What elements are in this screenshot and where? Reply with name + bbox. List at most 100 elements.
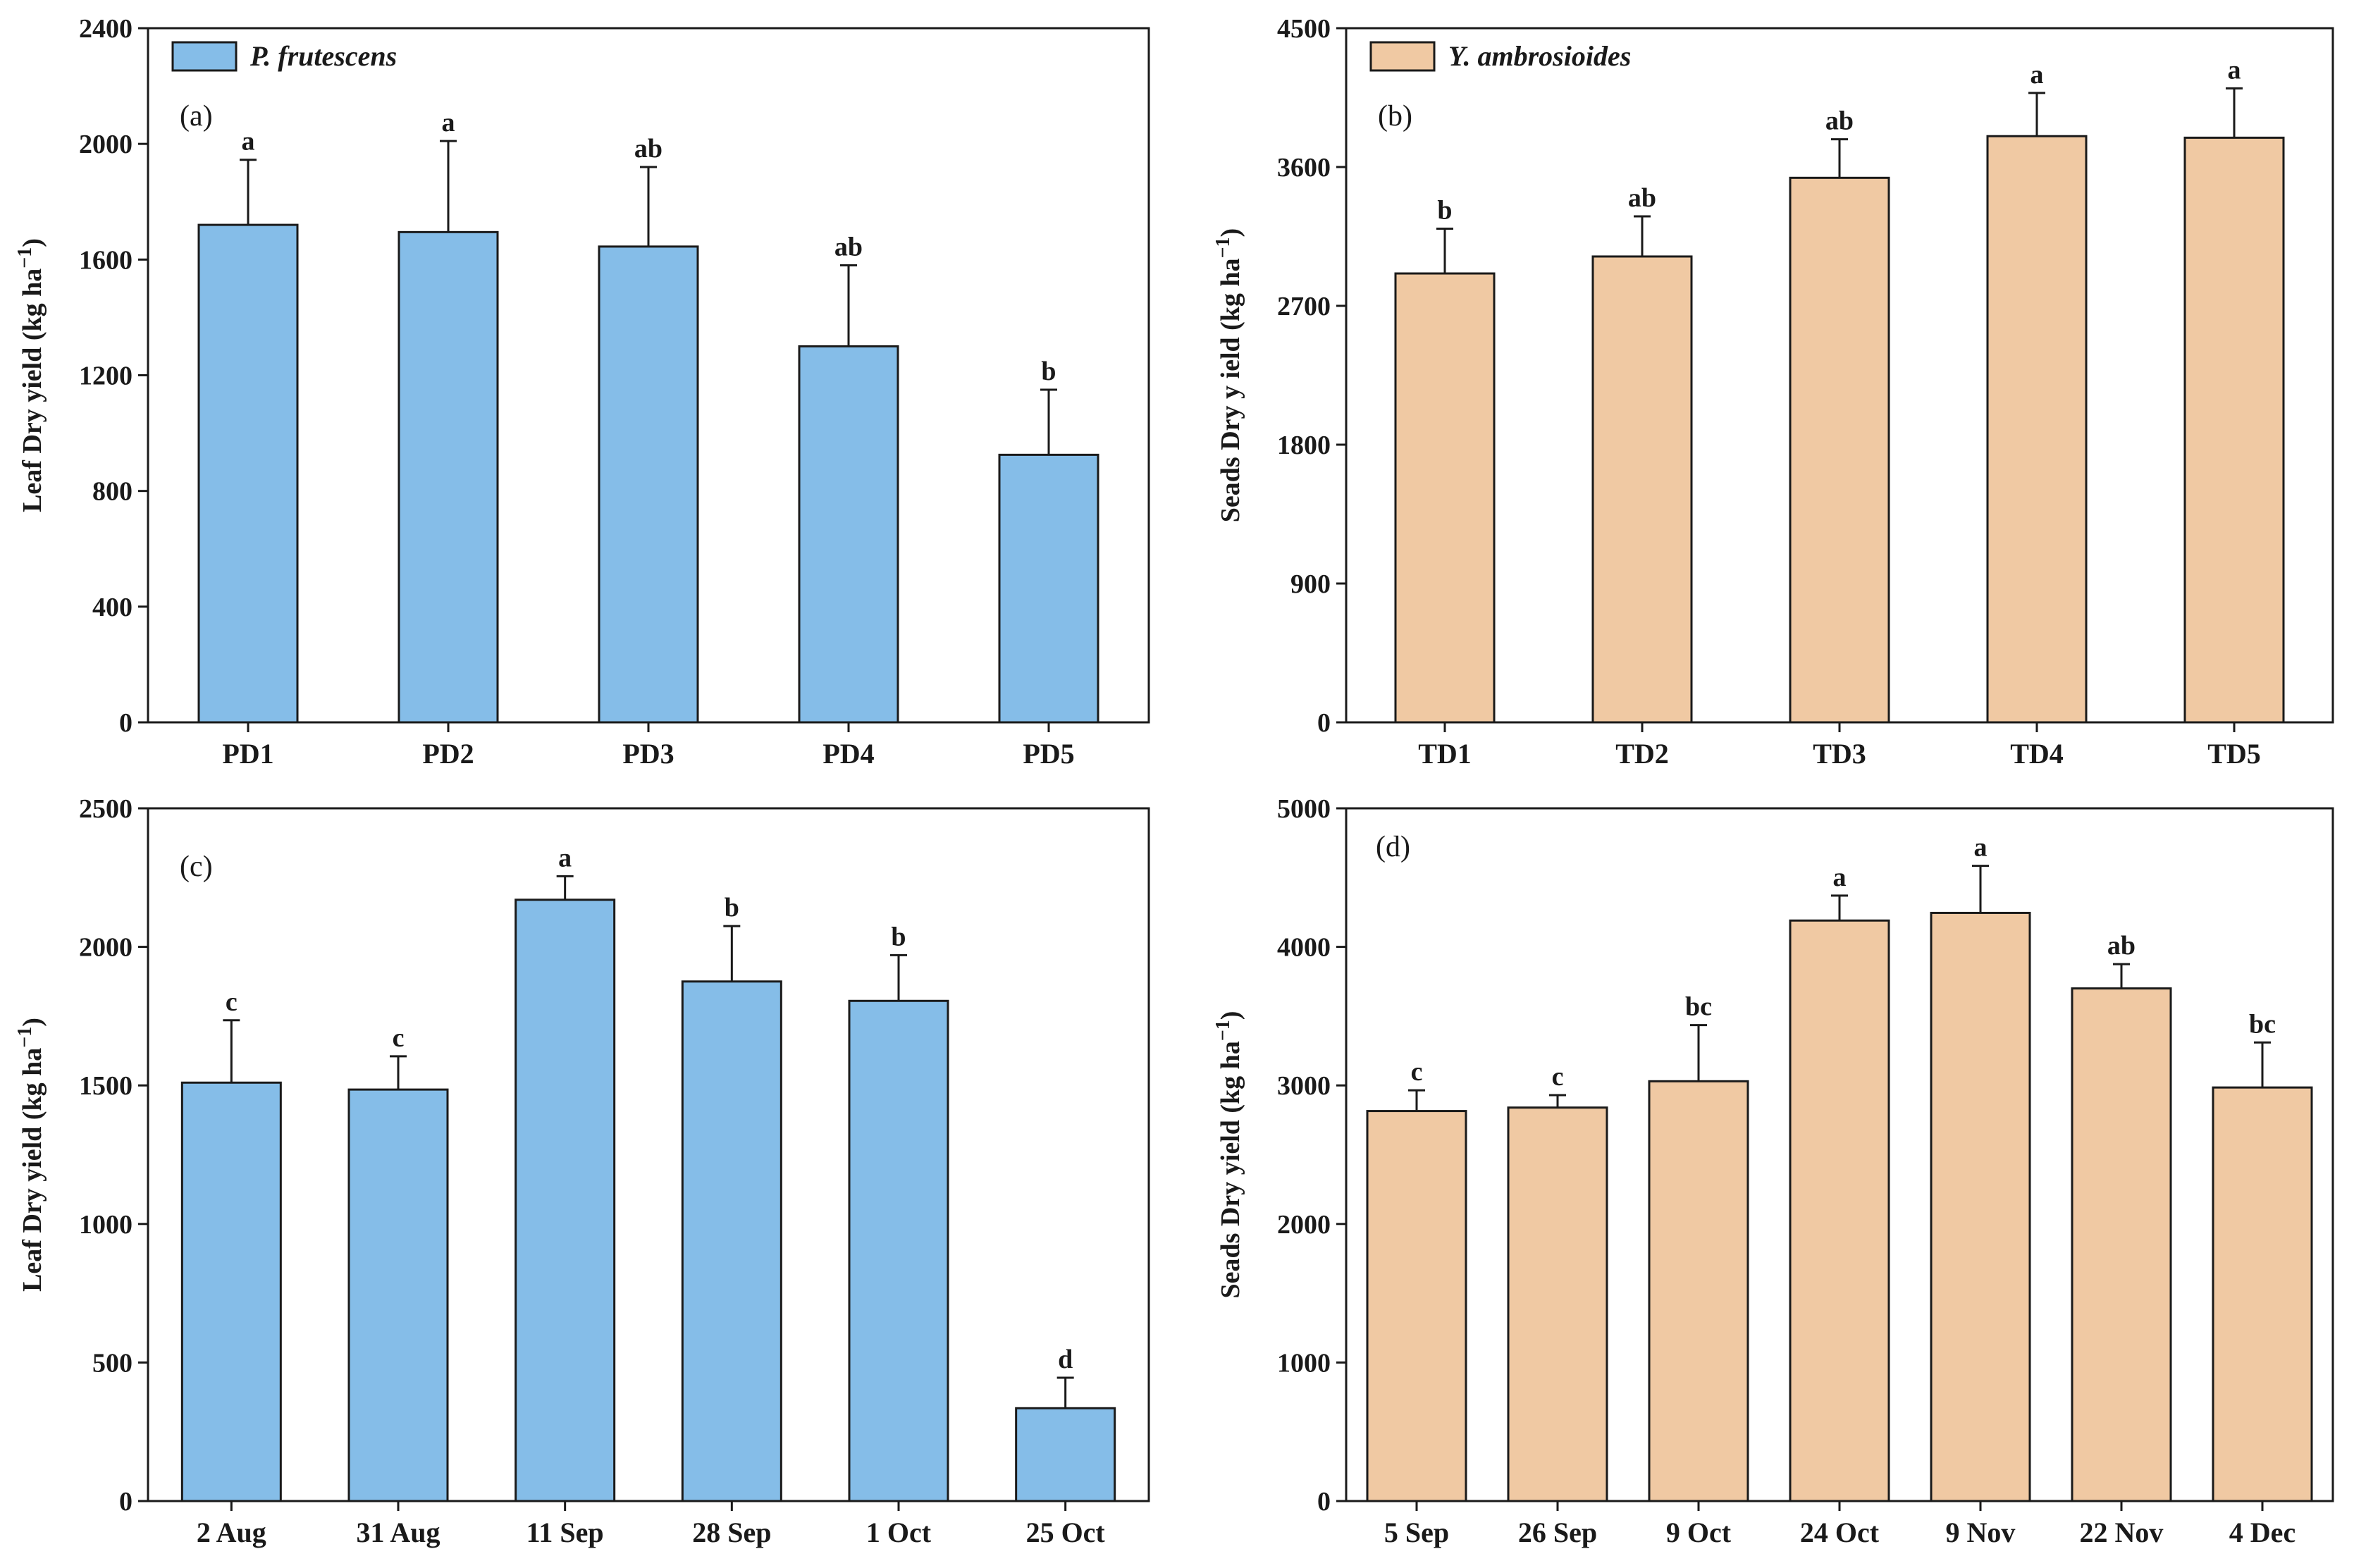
x-tick-label: 11 Sep [526, 1517, 604, 1548]
bar-4-dec [2212, 1086, 2313, 1502]
x-tick-label: 9 Nov [1946, 1517, 2016, 1548]
y-tick-label: 2000 [1277, 1210, 1331, 1240]
significance-label: d [1058, 1345, 1073, 1374]
y-tick-label: 2400 [79, 14, 133, 44]
bar-22-nov [2071, 987, 2172, 1502]
bar-11-sep [514, 899, 616, 1502]
bar-1-oct [848, 999, 949, 1502]
significance-label: b [725, 893, 739, 922]
chart-panel-1: 0 400 800 1200 1600 2000 2400 Leaf Dry yield (k… [14, 14, 1150, 770]
bar-td1 [1394, 272, 1496, 724]
y-tick-label: 0 [119, 708, 133, 738]
significance-label: a [1974, 833, 1988, 863]
y-tick-label: 1000 [1277, 1348, 1331, 1378]
y-tick-label: 5000 [1277, 794, 1331, 824]
x-tick-label: 25 Oct [1026, 1517, 1106, 1548]
bar-pd1 [197, 223, 299, 724]
bar-31-aug [347, 1088, 449, 1502]
x-tick-label: 28 Sep [692, 1517, 771, 1548]
y-tick-label: 2700 [1277, 292, 1331, 321]
significance-label: b [891, 922, 906, 951]
x-tick-label: 9 Oct [1666, 1517, 1732, 1548]
y-tick-label: 2000 [79, 130, 133, 159]
y-tick-label: 2500 [79, 794, 133, 824]
bar-28-sep [681, 980, 782, 1502]
significance-label: a [2031, 60, 2044, 89]
x-tick-label: TD3 [1813, 738, 1866, 770]
x-tick-label: PD1 [222, 738, 273, 770]
y-tick-label: 0 [1317, 1487, 1331, 1517]
bar-td4 [1986, 135, 2088, 724]
significance-label: c [1552, 1062, 1564, 1092]
x-tick-label: 31 Aug [357, 1517, 440, 1548]
chart-panel-2: 0 900 1800 2700 3600 4500 Seads Dry y ield (kg… [1212, 14, 2334, 770]
y-tick-label: 1200 [79, 362, 133, 391]
x-tick-label: TD1 [1418, 738, 1472, 770]
x-tick-label: 5 Sep [1384, 1517, 1449, 1548]
y-tick-label: 4500 [1277, 14, 1331, 44]
significance-label: c [1411, 1057, 1423, 1087]
y-tick-label: 4000 [1277, 933, 1331, 963]
x-tick-label: TD2 [1615, 738, 1669, 770]
significance-label: ab [834, 233, 863, 262]
legend-label: Y. ambrosioides [1448, 40, 1631, 72]
bar-pd3 [598, 245, 699, 724]
significance-label: c [226, 987, 238, 1017]
bar-9-nov [1930, 911, 2031, 1502]
bar-pd4 [798, 345, 899, 724]
x-tick-label: PD2 [422, 738, 474, 770]
y-tick-label: 3600 [1277, 153, 1331, 183]
panel-label: (b) [1378, 100, 1412, 132]
chart-panel-3: 0 500 1000 1500 2000 2500 Leaf Dry yield (kg h… [14, 794, 1150, 1548]
significance-label: c [393, 1023, 405, 1053]
y-tick-label: 0 [119, 1487, 133, 1517]
y-tick-label: 500 [92, 1348, 133, 1378]
panel-label: (a) [180, 100, 213, 132]
legend-swatch [171, 41, 238, 72]
x-tick-label: PD4 [822, 738, 874, 770]
legend-swatch [1369, 41, 1436, 72]
bar-td3 [1789, 176, 1890, 724]
bar-26-sep [1507, 1106, 1608, 1502]
significance-label: a [1833, 863, 1847, 892]
x-tick-label: 26 Sep [1518, 1517, 1597, 1548]
x-tick-label: PD5 [1023, 738, 1074, 770]
bar-25-oct [1015, 1407, 1116, 1502]
significance-label: a [242, 127, 255, 156]
significance-label: ab [1628, 183, 1656, 213]
y-tick-label: 1000 [79, 1210, 133, 1240]
legend-label: P. frutescens [249, 40, 397, 72]
bar-5-sep [1366, 1110, 1467, 1502]
bar-pd2 [398, 230, 499, 724]
panel-label: (d) [1376, 831, 1410, 863]
x-tick-label: 4 Dec [2229, 1517, 2296, 1548]
chart-panel-4: 0 1000 2000 3000 4000 5000 Seads Dry yield (kg… [1212, 794, 2334, 1548]
y-axis-title: Seads Dry yield (kg ha−1) [1212, 1011, 1245, 1299]
x-tick-label: 2 Aug [197, 1517, 266, 1548]
y-tick-label: 1500 [79, 1071, 133, 1101]
y-tick-label: 1800 [1277, 431, 1331, 460]
y-tick-label: 800 [92, 477, 133, 507]
y-axis-title: Leaf Dry yield (kg ha−1) [14, 1018, 47, 1292]
bar-9-oct [1648, 1080, 1749, 1502]
bar-pd5 [998, 453, 1099, 724]
x-tick-label: PD3 [622, 738, 674, 770]
significance-label: a [558, 843, 572, 872]
y-tick-label: 400 [92, 593, 133, 622]
significance-label: bc [2249, 1009, 2276, 1039]
significance-label: bc [1685, 992, 1712, 1022]
y-tick-label: 900 [1290, 569, 1331, 599]
y-tick-label: 1600 [79, 245, 133, 275]
x-tick-label: 24 Oct [1800, 1517, 1880, 1548]
significance-label: a [442, 108, 455, 137]
bar-td2 [1591, 255, 1693, 724]
y-tick-label: 3000 [1277, 1071, 1331, 1101]
bar-td5 [2183, 136, 2285, 724]
x-tick-label: TD5 [2207, 738, 2261, 770]
x-tick-label: 1 Oct [866, 1517, 932, 1548]
significance-label: b [1437, 196, 1452, 226]
significance-label: ab [2107, 931, 2136, 961]
y-tick-label: 0 [1317, 708, 1331, 738]
significance-label: ab [634, 134, 663, 163]
